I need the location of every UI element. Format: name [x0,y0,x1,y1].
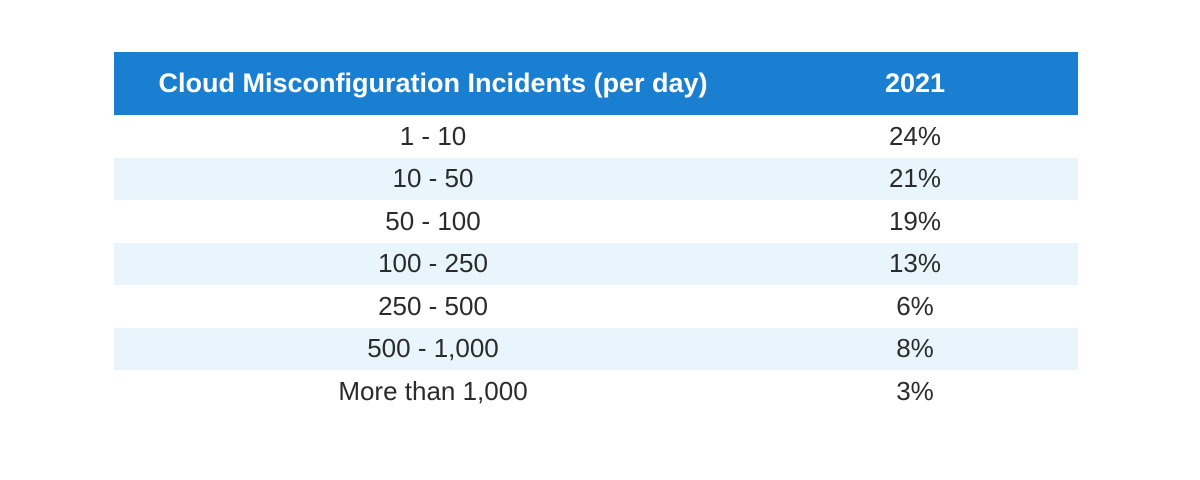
table-row: 50 - 100 19% [114,200,1078,243]
incident-range-cell: 250 - 500 [378,290,488,321]
incident-range-cell: More than 1,000 [338,375,528,406]
percentage-cell: 3% [896,375,934,406]
percentage-cell: 8% [896,333,934,364]
incident-range-cell: 50 - 100 [385,205,481,236]
table-header-row: Cloud Misconfiguration Incidents (per da… [114,52,1078,115]
column-header-year: 2021 [884,68,946,98]
percentage-cell: 6% [896,290,934,321]
table-row: 100 - 250 13% [114,242,1078,285]
table-row: More than 1,000 3% [114,370,1078,413]
column-header-incidents: Cloud Misconfiguration Incidents (per da… [158,68,708,98]
percentage-cell: 24% [888,120,942,151]
table-row: 1 - 10 24% [114,115,1078,158]
percentage-cell: 13% [888,248,942,279]
percentage-cell: 21% [888,163,942,194]
incidents-table: Cloud Misconfiguration Incidents (per da… [114,52,1078,413]
percentage-cell: 19% [888,205,942,236]
table-row: 500 - 1,000 8% [114,327,1078,370]
table-row: 10 - 50 21% [114,157,1078,200]
incident-range-cell: 10 - 50 [392,163,474,194]
incident-range-cell: 500 - 1,000 [367,333,499,364]
incident-range-cell: 1 - 10 [399,120,467,151]
table-body: 1 - 10 24% 10 - 50 21% 50 - 100 19% 100 - 250 1… [114,115,1078,413]
incident-range-cell: 100 - 250 [378,248,488,279]
table-row: 250 - 500 6% [114,285,1078,328]
